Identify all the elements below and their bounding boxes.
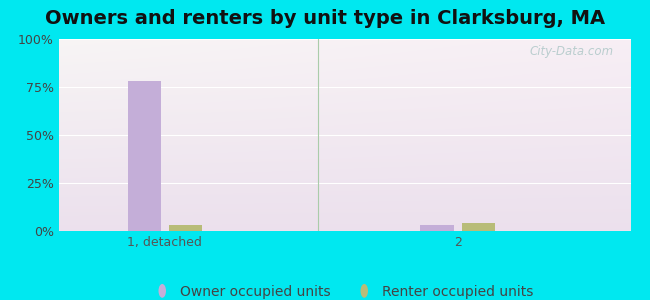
Bar bbox=[127, 81, 161, 231]
Bar bbox=[421, 225, 454, 231]
Bar bbox=[169, 225, 202, 231]
Bar bbox=[462, 223, 495, 231]
Text: Owners and renters by unit type in Clarksburg, MA: Owners and renters by unit type in Clark… bbox=[45, 9, 605, 28]
Text: City-Data.com: City-Data.com bbox=[529, 45, 614, 58]
Legend: Owner occupied units, Renter occupied units: Owner occupied units, Renter occupied un… bbox=[150, 280, 539, 300]
